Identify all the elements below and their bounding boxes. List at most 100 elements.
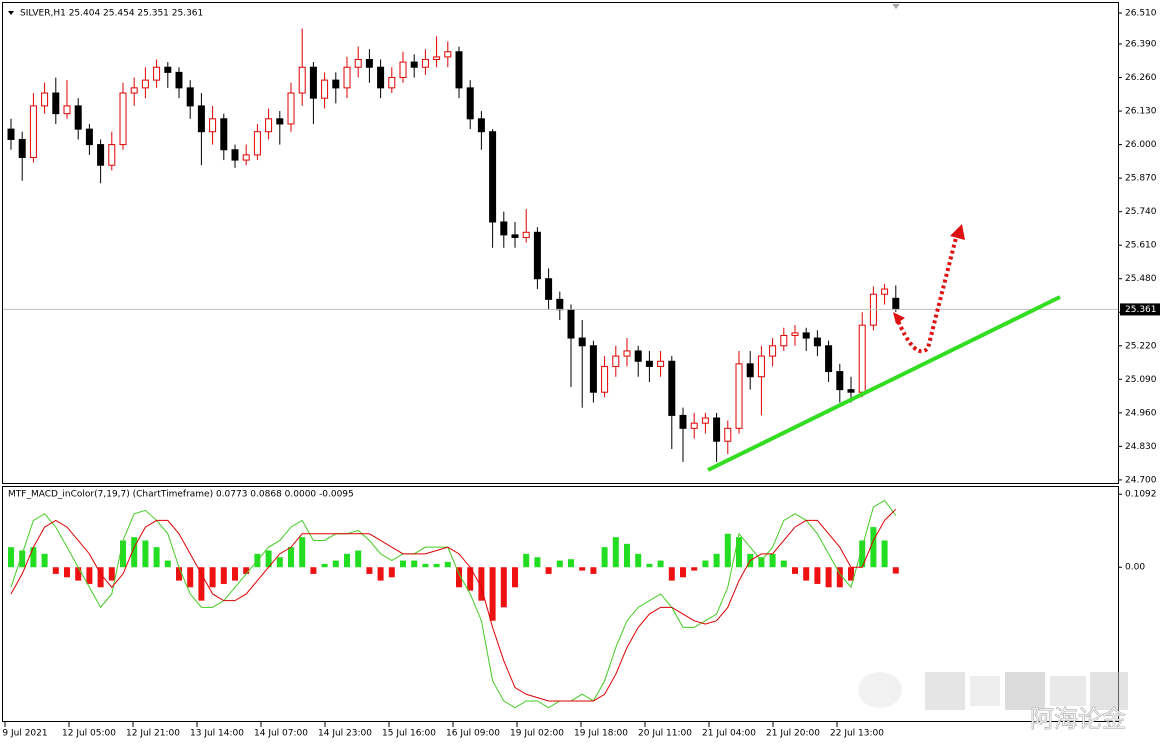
candle-body	[421, 58, 429, 68]
y-tick-label: 25.870	[1125, 174, 1157, 184]
histogram-bar	[713, 553, 720, 568]
candle-body	[533, 231, 541, 280]
candle-body	[209, 118, 217, 133]
histogram-bar	[736, 537, 742, 568]
histogram-bar	[243, 567, 250, 574]
histogram-bar	[825, 567, 832, 588]
histogram-bar	[646, 563, 653, 568]
candle-body	[567, 309, 575, 339]
histogram-bar	[859, 540, 866, 568]
candle-body	[713, 417, 721, 442]
histogram-bar	[377, 567, 384, 581]
candle-body	[612, 355, 620, 367]
histogram-bar	[344, 553, 350, 568]
y-tick-label: 24.830	[1125, 442, 1157, 452]
histogram-bar	[635, 553, 642, 568]
histogram-bar	[489, 567, 496, 621]
histogram-bar	[601, 547, 608, 568]
price-layer: 24.70024.83024.96025.09025.22025.35025.4…	[2, 9, 1160, 739]
macd-pane	[2, 486, 1119, 722]
histogram-bar	[176, 567, 182, 581]
histogram-bar	[568, 559, 574, 568]
histogram-bar	[579, 567, 586, 571]
histogram-bar	[881, 540, 888, 568]
candle-body	[85, 128, 93, 146]
candle-body	[321, 79, 329, 99]
candle-body	[276, 118, 284, 125]
histogram-bar	[814, 567, 821, 584]
y-tick-label: 26.260	[1125, 73, 1157, 83]
x-tick-label: 12 Jul 21:00	[126, 729, 180, 739]
macd-layer: 0.1092 0.00	[8, 490, 1157, 709]
candle-body	[802, 332, 810, 339]
candle-body	[298, 66, 306, 94]
histogram-bar	[422, 563, 429, 568]
candle-body	[746, 363, 754, 378]
price-title: SILVER,H1 25.404 25.454 25.351 25.361	[20, 9, 203, 19]
histogram-bar	[433, 563, 440, 568]
histogram-bar	[142, 540, 149, 568]
candle-body	[130, 87, 138, 94]
histogram-bar	[30, 547, 37, 568]
candle-body	[52, 92, 60, 115]
histogram-bar	[411, 560, 418, 568]
histogram-bar	[848, 567, 854, 581]
y-tick-label: 26.130	[1125, 107, 1157, 117]
watermark-text: 阿海论金	[1030, 705, 1126, 733]
candle-body	[410, 61, 418, 68]
histogram-bar	[288, 547, 294, 568]
candle-body	[466, 87, 474, 120]
candle-body	[668, 360, 676, 416]
histogram-bar	[691, 567, 698, 571]
histogram-bar	[400, 560, 406, 568]
histogram-bar	[366, 567, 373, 574]
x-tick-label: 9 Jul 2021	[2, 729, 47, 739]
candle-body	[186, 87, 194, 107]
histogram-bar	[612, 537, 619, 568]
y-tick-label: 26.390	[1125, 40, 1157, 50]
menu-arrow[interactable]	[8, 11, 14, 15]
histogram-bar	[456, 567, 462, 588]
indicator-line	[10, 508, 897, 702]
candle-body	[197, 105, 205, 133]
candle-body	[332, 79, 340, 89]
histogram-bar	[355, 550, 362, 568]
histogram-bar	[467, 567, 474, 591]
histogram-bar	[792, 567, 798, 574]
histogram-bar	[164, 560, 171, 568]
histogram-bar	[310, 567, 317, 574]
histogram-bar	[556, 560, 563, 568]
candle-body	[578, 337, 586, 347]
histogram-bar	[198, 567, 205, 601]
y-tick-label: 25.090	[1125, 375, 1157, 385]
histogram-bar	[758, 557, 765, 568]
histogram-bar	[8, 547, 14, 568]
y-tick-label: 26.000	[1125, 140, 1157, 150]
histogram-bar	[545, 567, 552, 574]
candle-body	[757, 355, 765, 378]
macd-title: MTF_MACD_inColor(7,19,7) (ChartTimeframe…	[8, 490, 354, 500]
candle-body	[690, 422, 698, 429]
histogram-bar	[870, 527, 877, 568]
x-tick-label: 14 Jul 07:00	[254, 729, 308, 739]
histogram-bar	[668, 567, 675, 581]
histogram-bar	[153, 547, 160, 568]
histogram-bar	[75, 567, 82, 581]
candle-body	[141, 79, 149, 89]
histogram-bar	[332, 560, 339, 568]
histogram-bar	[590, 567, 597, 574]
candle-body	[455, 51, 463, 89]
histogram-bar	[232, 567, 238, 581]
y-tick-label: 24.700	[1125, 475, 1157, 485]
histogram-bar	[276, 557, 283, 568]
y-tick-label: 25.740	[1125, 207, 1157, 217]
candle-body	[735, 363, 743, 429]
candle-body	[645, 360, 653, 367]
histogram-bar	[321, 563, 328, 568]
x-tick-label: 16 Jul 09:00	[446, 729, 500, 739]
histogram-bar	[769, 553, 776, 568]
candle-body	[18, 138, 26, 158]
candle-body	[556, 298, 564, 311]
candle-body	[433, 56, 441, 60]
y-tick-label: 0.00	[1125, 563, 1145, 573]
